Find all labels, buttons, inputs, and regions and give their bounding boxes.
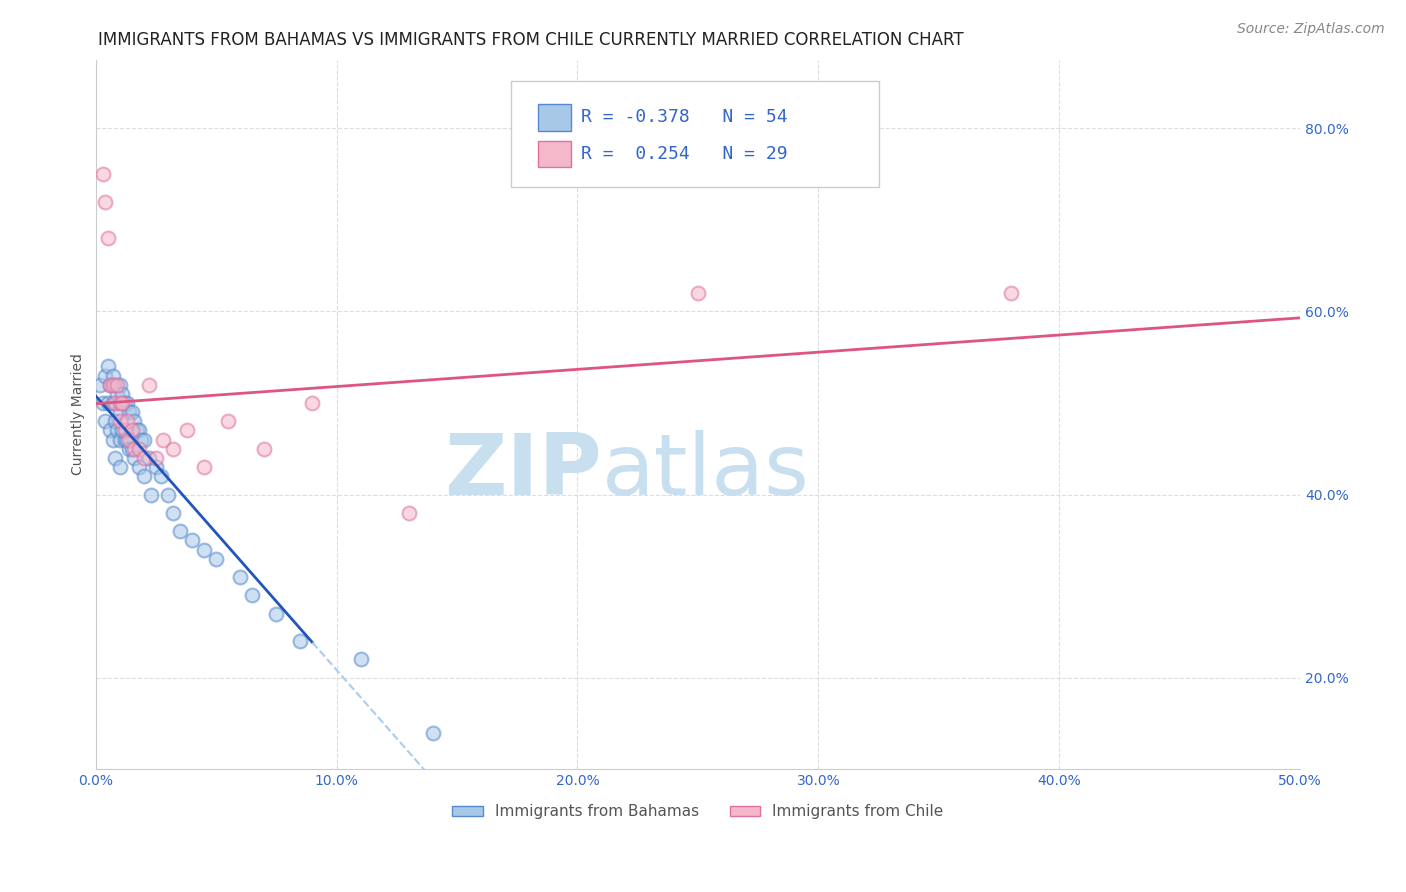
Point <box>94 414 117 428</box>
Point <box>91 167 114 181</box>
Point <box>101 368 124 383</box>
Point <box>240 588 263 602</box>
Point <box>290 634 312 648</box>
Point <box>132 450 155 465</box>
Point <box>97 231 120 245</box>
Point <box>128 460 150 475</box>
Point <box>205 551 228 566</box>
Point <box>156 487 179 501</box>
Text: IMMIGRANTS FROM BAHAMAS VS IMMIGRANTS FROM CHILE CURRENTLY MARRIED CORRELATION C: IMMIGRANTS FROM BAHAMAS VS IMMIGRANTS FR… <box>98 31 965 49</box>
Point <box>101 377 124 392</box>
Point <box>121 405 143 419</box>
Point <box>111 387 134 401</box>
Point <box>138 450 160 465</box>
Legend: Immigrants from Bahamas, Immigrants from Chile: Immigrants from Bahamas, Immigrants from… <box>446 798 949 825</box>
Point <box>398 506 420 520</box>
Point <box>139 487 162 501</box>
Point <box>301 396 323 410</box>
Point <box>122 442 145 456</box>
Point <box>125 424 148 438</box>
Point <box>94 194 117 209</box>
Point <box>108 433 131 447</box>
Text: ZIP: ZIP <box>444 430 602 513</box>
Point <box>89 377 111 392</box>
Point <box>111 424 134 438</box>
Point <box>253 442 276 456</box>
Point <box>104 377 127 392</box>
Point <box>193 542 215 557</box>
Point <box>98 377 121 392</box>
Point <box>229 570 252 584</box>
Point <box>138 377 160 392</box>
Point <box>115 433 138 447</box>
Point <box>114 396 136 410</box>
Point <box>152 433 174 447</box>
Point <box>145 450 167 465</box>
Point <box>104 450 127 465</box>
Point <box>131 433 153 447</box>
Point <box>105 387 128 401</box>
Point <box>266 607 288 621</box>
Point <box>128 442 150 456</box>
Point <box>101 396 124 410</box>
Point <box>115 396 138 410</box>
Point <box>149 469 172 483</box>
FancyBboxPatch shape <box>512 81 879 187</box>
Point <box>169 524 191 539</box>
Text: atlas: atlas <box>602 430 810 513</box>
Point <box>98 424 121 438</box>
Point <box>101 433 124 447</box>
Point <box>104 414 127 428</box>
Text: R =  0.254   N = 29: R = 0.254 N = 29 <box>581 145 787 163</box>
Point <box>108 396 131 410</box>
Point <box>108 405 131 419</box>
Point <box>94 368 117 383</box>
Text: R = -0.378   N = 54: R = -0.378 N = 54 <box>581 108 787 126</box>
Point <box>111 396 134 410</box>
Point <box>122 414 145 428</box>
Point <box>108 377 131 392</box>
Point <box>97 359 120 374</box>
Point <box>114 424 136 438</box>
Point <box>91 396 114 410</box>
Point <box>217 414 239 428</box>
Point <box>122 450 145 465</box>
Point <box>181 533 204 548</box>
Point <box>121 442 143 456</box>
Point <box>118 405 141 419</box>
Point <box>422 725 444 739</box>
Point <box>349 652 371 666</box>
Bar <box>537 103 571 130</box>
Point <box>145 460 167 475</box>
Point <box>686 286 709 301</box>
Point <box>132 469 155 483</box>
Point <box>98 377 121 392</box>
Bar <box>537 141 571 168</box>
Point <box>108 414 131 428</box>
Point <box>104 396 127 410</box>
Point <box>115 414 138 428</box>
Point <box>121 424 143 438</box>
Point <box>118 433 141 447</box>
Point <box>114 433 136 447</box>
Point <box>132 433 155 447</box>
Point <box>1000 286 1022 301</box>
Point <box>105 424 128 438</box>
Text: Source: ZipAtlas.com: Source: ZipAtlas.com <box>1237 22 1385 37</box>
Point <box>128 424 150 438</box>
Point <box>162 442 184 456</box>
Point <box>118 442 141 456</box>
Y-axis label: Currently Married: Currently Married <box>72 353 86 475</box>
Point <box>193 460 215 475</box>
Point <box>176 424 198 438</box>
Point <box>97 396 120 410</box>
Point <box>108 460 131 475</box>
Point <box>162 506 184 520</box>
Point <box>105 377 128 392</box>
